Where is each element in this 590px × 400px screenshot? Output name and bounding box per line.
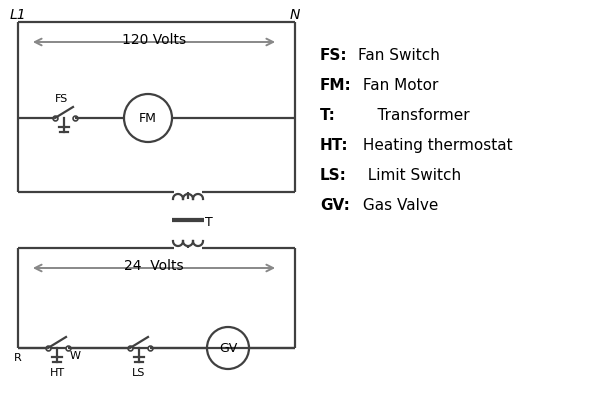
Text: LS: LS — [132, 368, 146, 378]
Text: HT: HT — [50, 368, 64, 378]
Text: Gas Valve: Gas Valve — [358, 198, 438, 213]
Text: T:: T: — [320, 108, 336, 123]
Text: GV: GV — [219, 342, 237, 354]
Text: Fan Motor: Fan Motor — [358, 78, 438, 93]
Text: Transformer: Transformer — [358, 108, 470, 123]
Text: FM:: FM: — [320, 78, 352, 93]
Text: FS:: FS: — [320, 48, 348, 63]
Text: FS: FS — [55, 94, 68, 104]
Text: Limit Switch: Limit Switch — [358, 168, 461, 183]
Text: 120 Volts: 120 Volts — [122, 33, 186, 47]
Text: LS:: LS: — [320, 168, 347, 183]
Text: R: R — [14, 353, 22, 363]
Text: Fan Switch: Fan Switch — [358, 48, 440, 63]
Text: FM: FM — [139, 112, 157, 124]
Text: 24  Volts: 24 Volts — [124, 259, 184, 273]
Text: T: T — [205, 216, 213, 228]
Text: HT:: HT: — [320, 138, 349, 153]
Text: W: W — [70, 351, 81, 361]
Text: GV:: GV: — [320, 198, 350, 213]
Text: L1: L1 — [10, 8, 27, 22]
Text: N: N — [290, 8, 300, 22]
Text: Heating thermostat: Heating thermostat — [358, 138, 513, 153]
